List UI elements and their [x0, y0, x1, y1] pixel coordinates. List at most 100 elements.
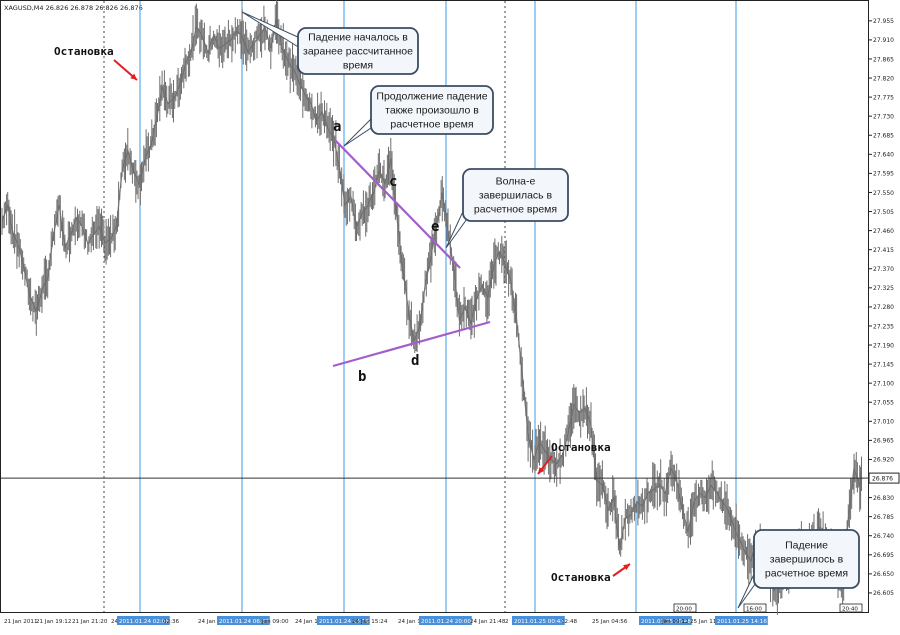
callout-line: Продолжение падение: [376, 91, 487, 103]
time-box: [743, 603, 767, 613]
time-tick-label: 24 Jan 17:: [398, 619, 426, 625]
time-tick-label: Jan 09:00: [261, 619, 289, 625]
price-tick-label: 26.650: [873, 571, 894, 578]
chart-header-text: XAGUSD,M4 26.826 26.878 26.826 26.876: [4, 4, 143, 12]
time-tick-label: 25 Jan 04:56: [592, 619, 628, 625]
time-tag-label: 2011.01.25 06:48: [641, 619, 691, 625]
stop-arrow-1: [113, 59, 138, 81]
stop-label-1: Остановка: [54, 45, 114, 58]
price-tick-label: 27.955: [873, 18, 894, 25]
callout-line: расчетное время: [390, 119, 473, 131]
wave-label-b: b: [358, 369, 366, 385]
price-tick-label: 27.775: [873, 94, 894, 101]
time-box-label: 20:00: [676, 606, 692, 612]
time-tick-label: 24: [111, 619, 119, 625]
time-tag: [639, 616, 692, 625]
stop-label-2: Остановка: [551, 441, 611, 454]
time-box-label: 16:00: [746, 606, 762, 612]
time-tick-label: 24 Jan 21:48: [470, 619, 506, 625]
current-price-label: 26.876: [872, 476, 893, 483]
time-tick-label: 21 Jan 19:12: [36, 619, 71, 625]
price-tick-label: 26.740: [873, 533, 894, 540]
time-tag: [317, 616, 370, 625]
callout-line: Падение началось в: [308, 32, 408, 44]
price-tick-label: 27.145: [873, 361, 894, 368]
stop-arrow-2: [537, 455, 553, 475]
price-tick-label: 27.730: [873, 113, 894, 120]
price-tick-label: 27.460: [873, 228, 894, 235]
time-tick-label: 24 Jan 11:08: [295, 619, 331, 625]
callout-fall-done: Падение завершилось в расчетное время: [737, 529, 860, 609]
trendline-lower: [332, 320, 491, 368]
price-tick-label: 26.965: [873, 438, 894, 445]
callout-line: время: [343, 60, 373, 72]
time-tick-label: 24 Jan 15:24: [352, 619, 388, 625]
price-tick-label: 27.415: [873, 247, 894, 254]
wave-label-d: d: [411, 353, 419, 369]
time-tag-label: 2011.01.24 20:00: [421, 619, 471, 625]
time-tick-label: Jan 09:12: [661, 619, 689, 625]
callout-fall-started: Падение началось в заранее рассчитанное вр…: [241, 11, 419, 75]
wave-label-e: e: [431, 219, 439, 235]
callout-fall-continued: Продолжение падение также произошло в расч…: [343, 85, 494, 147]
price-tick-label: 27.370: [873, 266, 894, 273]
stop-label-3: Остановка: [551, 571, 611, 584]
callout-line: завершилась в: [479, 190, 553, 202]
time-tag-label: 2011.01.24 06:32: [219, 619, 269, 625]
current-price-tag: [868, 472, 900, 484]
price-tick-label: 27.865: [873, 56, 894, 63]
time-tag-label: 2011.01.25 00:48: [514, 619, 564, 625]
price-tick-label: 26.785: [873, 514, 894, 521]
price-tick-label: 27.235: [873, 323, 894, 330]
time-tag: [217, 616, 270, 625]
stop-arrow-3: [612, 563, 631, 577]
time-tick-label: 2: [505, 619, 509, 625]
callout-line: заранее рассчитанное: [303, 46, 413, 58]
callout-line: также произошло в: [385, 105, 479, 117]
price-tick-label: 27.910: [873, 37, 894, 44]
price-tick-label: 26.830: [873, 495, 894, 502]
price-tick-label: 27.325: [873, 285, 894, 292]
callout-line: Падение: [785, 540, 828, 552]
time-tag-label: 2011.01.25 14:16: [717, 619, 767, 625]
price-tick-label: 27.685: [873, 133, 894, 140]
time-box-label: 20:40: [842, 606, 858, 612]
price-tick-label: 27.820: [873, 75, 894, 82]
price-tick-label: 27.505: [873, 209, 894, 216]
price-tick-label: 27.640: [873, 152, 894, 159]
price-tick-label: 27.010: [873, 419, 894, 426]
callout-line: расчетное время: [765, 568, 848, 580]
price-tick-label: 27.280: [873, 304, 894, 311]
callout-line: Волна-e: [496, 176, 536, 188]
price-tick-label: 27.100: [873, 380, 894, 387]
time-tick-label: 24 Jan 04:44: [198, 619, 234, 625]
price-axis: 27.955 27.910 27.865 27.820 27.775 27.730 27.6…: [868, 18, 894, 597]
wave-label-c: c: [389, 174, 397, 190]
time-tag-label: 2011.01.24 14:16: [319, 619, 369, 625]
price-tick-label: 27.550: [873, 190, 894, 197]
price-tick-label: 26.920: [873, 457, 894, 464]
time-tag: [715, 616, 768, 625]
time-box: [839, 603, 863, 613]
time-tag: [117, 616, 170, 625]
callout-line: завершилось в: [770, 554, 844, 566]
time-tick-label: 25 Jan 11:20: [690, 619, 726, 625]
callout-wave-e-done: Волна-e завершилась в расчетное время: [445, 168, 569, 249]
time-tick-label: 21 Jan 2011: [4, 619, 38, 625]
price-tick-label: 26.695: [873, 552, 894, 559]
price-tick-label: 26.605: [873, 590, 894, 597]
trendline-upper: [334, 139, 461, 269]
wave-label-a: a: [333, 119, 341, 135]
price-tick-label: 27.055: [873, 400, 894, 407]
time-tag: [419, 616, 472, 625]
price-tick-label: 27.190: [873, 342, 894, 349]
time-tick-label: 02:36: [163, 619, 180, 625]
time-tag-label: 2011.01.24 02:08: [119, 619, 169, 625]
time-tick-label: 21 Jan 21:20: [72, 619, 108, 625]
price-tick-label: 27.595: [873, 171, 894, 178]
time-tag: [512, 616, 565, 625]
callout-line: расчетное время: [474, 204, 557, 216]
